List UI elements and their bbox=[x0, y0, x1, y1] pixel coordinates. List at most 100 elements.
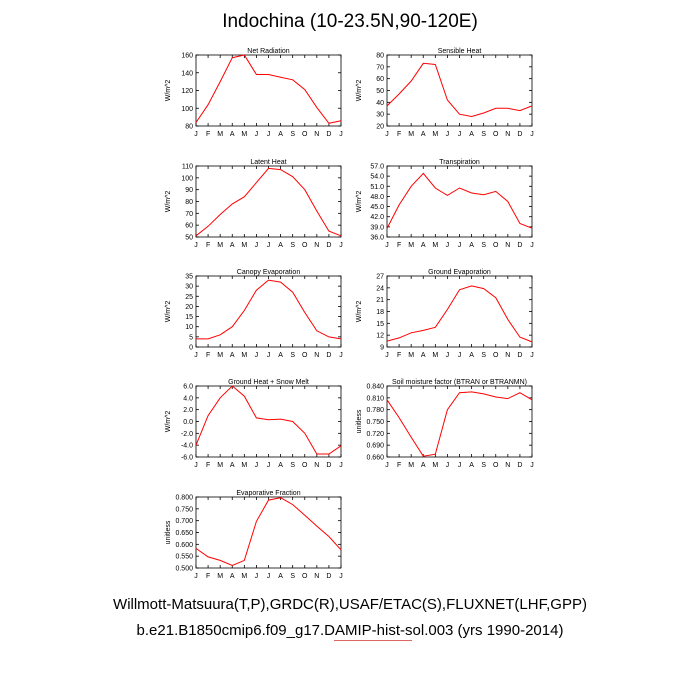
y-tick-label: 24 bbox=[376, 285, 384, 292]
x-tick-label: M bbox=[217, 352, 223, 359]
x-tick-label: M bbox=[408, 131, 414, 138]
y-tick-label: 15 bbox=[185, 314, 193, 321]
x-tick-label: O bbox=[493, 462, 499, 469]
x-tick-label: M bbox=[432, 352, 438, 359]
x-tick-label: N bbox=[314, 352, 319, 359]
x-tick-label: S bbox=[290, 131, 295, 138]
x-tick-label: J bbox=[194, 462, 198, 469]
y-tick-label: 18 bbox=[376, 309, 384, 316]
x-tick-label: N bbox=[314, 242, 319, 249]
y-tick-label: 60 bbox=[185, 223, 193, 230]
x-tick-label: J bbox=[267, 462, 271, 469]
x-tick-label: J bbox=[530, 131, 534, 138]
x-tick-label: A bbox=[469, 131, 474, 138]
x-tick-label: J bbox=[255, 131, 259, 138]
y-tick-label: 50 bbox=[185, 235, 193, 242]
y-tick-label: -4.0 bbox=[181, 443, 193, 450]
y-tick-label: 20 bbox=[185, 304, 193, 311]
x-tick-label: J bbox=[267, 573, 271, 580]
y-tick-label: 2.0 bbox=[183, 407, 193, 414]
x-tick-label: D bbox=[326, 462, 331, 469]
x-tick-label: J bbox=[339, 131, 343, 138]
y-tick-label: 39.0 bbox=[370, 224, 384, 231]
y-tick-label: 140 bbox=[181, 70, 193, 77]
x-tick-label: J bbox=[267, 242, 271, 249]
y-tick-label: 0.840 bbox=[366, 384, 384, 391]
y-tick-label: 0.550 bbox=[175, 554, 193, 561]
x-tick-label: M bbox=[432, 131, 438, 138]
x-tick-label: A bbox=[421, 131, 426, 138]
x-tick-label: J bbox=[194, 131, 198, 138]
x-tick-label: A bbox=[230, 573, 235, 580]
x-tick-label: J bbox=[255, 242, 259, 249]
y-tick-label: 21 bbox=[376, 297, 384, 304]
x-tick-label: M bbox=[241, 352, 247, 359]
plot-frame bbox=[195, 275, 342, 348]
x-tick-label: D bbox=[517, 131, 522, 138]
x-tick-label: M bbox=[432, 462, 438, 469]
x-tick-label: J bbox=[339, 352, 343, 359]
y-axis-label: W/m^2 bbox=[356, 191, 363, 213]
x-tick-label: O bbox=[493, 352, 499, 359]
x-tick-label: J bbox=[255, 352, 259, 359]
x-tick-label: D bbox=[517, 242, 522, 249]
x-tick-label: F bbox=[397, 131, 401, 138]
plot-frame bbox=[195, 496, 342, 569]
x-tick-label: M bbox=[217, 573, 223, 580]
x-tick-label: J bbox=[458, 462, 462, 469]
x-tick-label: A bbox=[278, 352, 283, 359]
x-tick-label: J bbox=[530, 462, 534, 469]
x-tick-label: F bbox=[397, 462, 401, 469]
x-tick-label: A bbox=[421, 242, 426, 249]
panel-title: Latent Heat bbox=[250, 159, 286, 166]
y-tick-label: 0 bbox=[189, 345, 193, 352]
x-tick-label: A bbox=[230, 242, 235, 249]
series-line bbox=[386, 391, 533, 457]
series-line bbox=[386, 172, 533, 229]
y-axis-label: W/m^2 bbox=[356, 301, 363, 323]
x-tick-label: O bbox=[302, 242, 308, 249]
series-line bbox=[195, 54, 342, 124]
y-tick-label: 110 bbox=[182, 164, 193, 171]
y-tick-label: 45.0 bbox=[370, 204, 384, 211]
x-tick-label: A bbox=[469, 242, 474, 249]
y-axis-label: unitless bbox=[356, 409, 363, 433]
series-line bbox=[386, 285, 533, 343]
y-tick-label: 4.0 bbox=[183, 395, 193, 402]
y-tick-label: 35 bbox=[185, 274, 193, 281]
x-tick-label: J bbox=[446, 352, 450, 359]
x-tick-label: F bbox=[397, 352, 401, 359]
x-tick-label: J bbox=[267, 131, 271, 138]
series-line bbox=[195, 167, 342, 237]
series-line bbox=[386, 62, 533, 118]
x-tick-label: N bbox=[314, 462, 319, 469]
series-line bbox=[195, 497, 342, 566]
panel-title: Ground Evaporation bbox=[428, 269, 491, 276]
x-tick-label: M bbox=[408, 352, 414, 359]
x-tick-label: D bbox=[326, 131, 331, 138]
y-axis-label: W/m^2 bbox=[165, 80, 172, 102]
x-tick-label: J bbox=[194, 352, 198, 359]
x-tick-label: A bbox=[421, 462, 426, 469]
x-tick-label: M bbox=[241, 573, 247, 580]
y-tick-label: 30 bbox=[376, 112, 384, 119]
y-tick-label: -6.0 bbox=[181, 455, 193, 462]
x-tick-label: A bbox=[230, 131, 235, 138]
page-title: Indochina (10-23.5N,90-120E) bbox=[222, 11, 478, 32]
x-tick-label: A bbox=[469, 462, 474, 469]
x-tick-label: D bbox=[517, 352, 522, 359]
x-tick-label: O bbox=[302, 462, 308, 469]
x-tick-label: A bbox=[278, 131, 283, 138]
y-tick-label: 0.0 bbox=[183, 419, 193, 426]
x-tick-label: A bbox=[230, 462, 235, 469]
x-tick-label: J bbox=[194, 573, 198, 580]
y-tick-label: 10 bbox=[185, 324, 193, 331]
x-tick-label: J bbox=[446, 131, 450, 138]
panel-title: Ground Heat + Snow Melt bbox=[228, 379, 309, 386]
x-tick-label: J bbox=[255, 573, 259, 580]
y-tick-label: 57.0 bbox=[370, 164, 384, 171]
series-line bbox=[196, 279, 342, 340]
plot-frame bbox=[386, 54, 533, 127]
y-tick-label: 51.0 bbox=[370, 184, 384, 191]
